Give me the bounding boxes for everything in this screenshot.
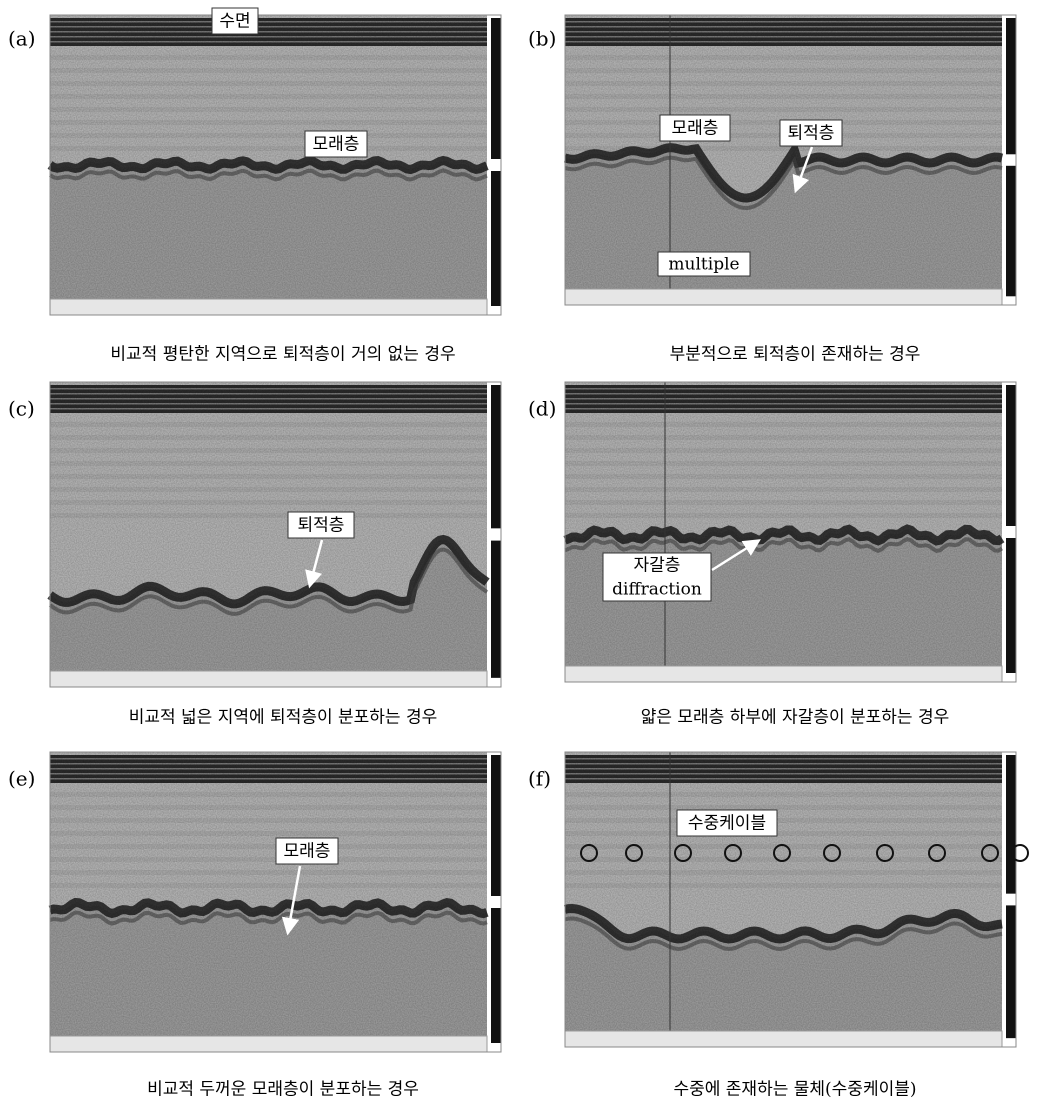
annotation: 수중케이블 [688, 814, 766, 834]
panel-label: (f) [528, 767, 551, 791]
axis-strip [565, 666, 1002, 682]
axis-strip [565, 1031, 1002, 1047]
caption: 수중에 존재하는 물체(수중케이블) [673, 1080, 916, 1100]
caption: 얇은 모래층 하부에 자갈층이 분포하는 경우 [641, 708, 950, 728]
scale-bar-bottom [1006, 538, 1016, 673]
caption: 비교적 넓은 지역에 퇴적층이 분포하는 경우 [129, 708, 438, 728]
figure: 수면모래층(a)비교적 평탄한 지역으로 퇴적층이 거의 없는 경우모래층퇴적층… [0, 0, 1038, 1114]
scale-bar-top [491, 18, 501, 159]
axis-strip [50, 671, 487, 687]
noise [565, 15, 1002, 305]
axis-strip [565, 289, 1002, 305]
caption: 비교적 두꺼운 모래층이 분포하는 경우 [147, 1080, 419, 1100]
annotation: multiple [668, 255, 739, 275]
noise [50, 382, 487, 687]
scale-bar-bottom [491, 908, 501, 1043]
noise [50, 752, 487, 1052]
noise [565, 752, 1002, 1047]
scale-bar-top [1006, 755, 1016, 894]
scale-bar-top [491, 755, 501, 896]
noise [50, 15, 487, 315]
annotation: 모래층 [284, 842, 331, 862]
annotation: 모래층 [313, 135, 360, 155]
scale-bar-bottom [491, 171, 501, 306]
noise [565, 382, 1002, 682]
axis-strip [50, 1036, 487, 1052]
scale-bar-bottom [1006, 905, 1016, 1038]
axis-strip [50, 299, 487, 315]
caption: 비교적 평탄한 지역으로 퇴적층이 거의 없는 경우 [110, 345, 455, 365]
panel-label: (d) [528, 397, 556, 421]
scale-bar-bottom [491, 541, 501, 678]
panel-label: (c) [8, 397, 35, 421]
annotation: 모래층 [672, 119, 719, 139]
annotation: 수면 [219, 12, 250, 32]
scale-bar-top [1006, 385, 1016, 526]
scale-bar-bottom [1006, 166, 1016, 296]
panel-label: (e) [8, 767, 35, 791]
panel-label: (a) [8, 27, 36, 51]
annotation: diffraction [612, 580, 702, 600]
annotation: 자갈층 [634, 556, 681, 576]
annotation: 퇴적층 [788, 124, 835, 144]
scale-bar-top [1006, 18, 1016, 154]
caption: 부분적으로 퇴적층이 존재하는 경우 [670, 345, 921, 365]
panel-label: (b) [528, 27, 556, 51]
annotation: 퇴적층 [298, 516, 345, 536]
scale-bar-top [491, 385, 501, 528]
